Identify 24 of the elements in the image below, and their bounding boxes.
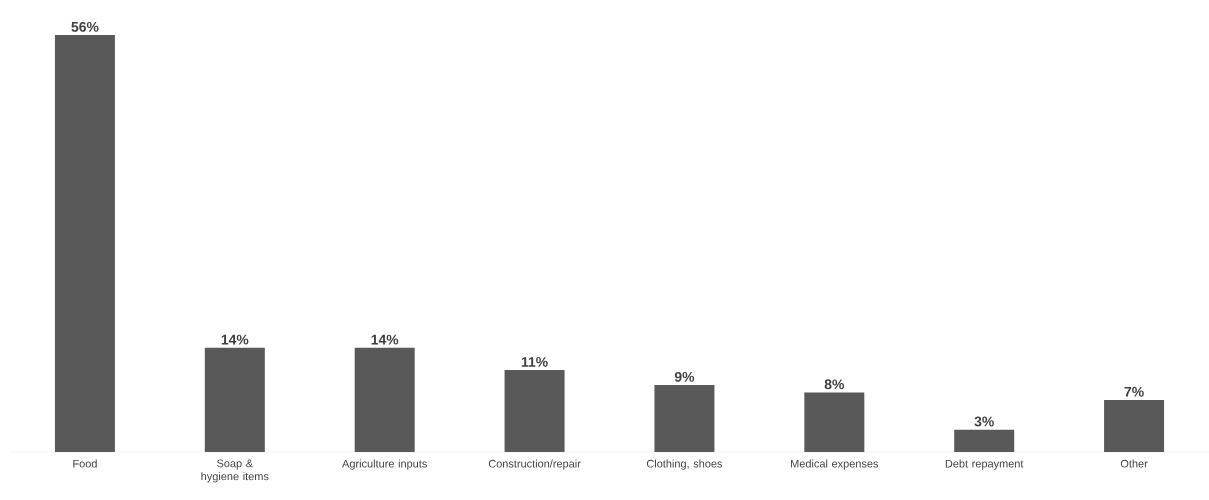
data-label: 3% <box>974 416 994 427</box>
data-label: 11% <box>521 357 548 367</box>
data-label: 7% <box>1124 386 1144 397</box>
x-tick-label: Clothing, shoes <box>646 459 723 470</box>
x-tick-label: Medical expenses <box>791 459 879 470</box>
data-label: 56% <box>71 21 99 32</box>
bar <box>54 34 115 452</box>
x-tick-label: Agriculture inputs <box>342 459 427 470</box>
bar <box>804 392 865 452</box>
bar <box>954 429 1015 452</box>
x-tick-label: Other <box>1120 459 1148 468</box>
x-tick-label: Construction/repair <box>488 459 581 470</box>
bar <box>654 384 715 452</box>
data-label: 14% <box>221 334 249 345</box>
x-tick-label: Debt repayment <box>945 459 1024 470</box>
bar <box>1104 399 1165 452</box>
data-label: 9% <box>674 371 695 382</box>
x-tick-label: Food <box>73 459 97 468</box>
bar <box>204 347 265 452</box>
bar <box>354 347 415 452</box>
x-tick-label: Soap & hygiene items <box>201 459 269 483</box>
bar <box>504 370 565 452</box>
data-label: 14% <box>371 334 399 345</box>
data-label: 8% <box>824 379 845 390</box>
